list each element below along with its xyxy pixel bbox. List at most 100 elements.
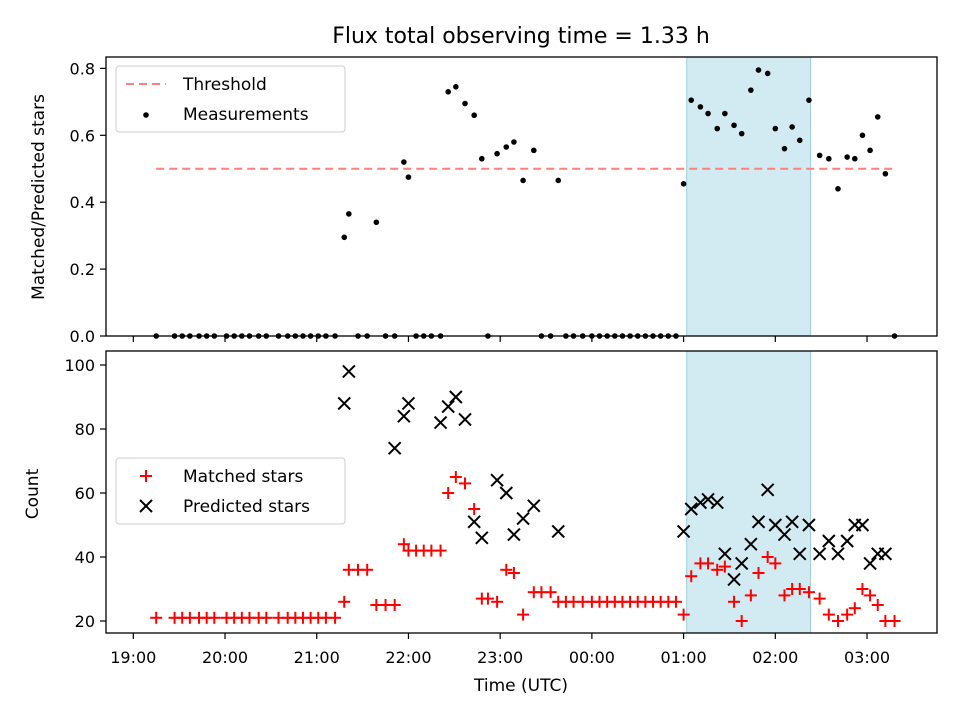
legend-matched-label: Matched stars <box>183 467 303 487</box>
measurement-point <box>462 100 468 107</box>
matched-star-point <box>388 599 401 611</box>
predicted-star-point <box>475 531 489 545</box>
matched-star-point <box>778 589 791 602</box>
matched-star-point <box>481 592 494 605</box>
predicted-star-point <box>802 518 816 532</box>
matched-star-point <box>449 471 462 483</box>
matched-star-point <box>338 595 351 608</box>
matched-star-point <box>544 586 557 599</box>
measurement-point <box>867 147 873 154</box>
measurement-point <box>738 130 745 137</box>
matched-star-point <box>769 557 782 570</box>
predicted-star-point <box>878 547 893 561</box>
measurement-point <box>731 122 737 129</box>
legend-matched-marker <box>140 470 152 482</box>
matched-star-point <box>468 503 481 515</box>
measurement-point <box>772 125 779 132</box>
bottom-y-tick-label: 20 <box>75 612 95 631</box>
bottom-y-tick-label: 60 <box>75 484 95 503</box>
measurement-point <box>445 89 451 95</box>
measurement-point <box>346 211 352 217</box>
figure-title: Flux total observing time = 1.33 h <box>332 24 710 49</box>
matched-star-point <box>434 544 447 557</box>
matched-star-point <box>793 583 806 595</box>
predicted-star-point <box>527 499 541 513</box>
x-axis-label: Time (UTC) <box>473 676 568 696</box>
bottom-legend: Matched stars Predicted stars <box>115 457 346 525</box>
bottom-y-tick-label: 80 <box>75 420 95 439</box>
matched-star-point <box>711 563 724 576</box>
matched-star-point <box>831 615 844 627</box>
top-panel-frame <box>105 56 938 337</box>
matched-star-point <box>397 538 410 551</box>
measurement-point <box>874 114 881 120</box>
measurement-point <box>555 177 562 184</box>
predicted-star-point <box>751 515 766 529</box>
highlight-span <box>686 350 811 634</box>
predicted-star-point <box>693 495 708 510</box>
x-tick-label: 02:00 <box>752 648 798 667</box>
bottom-y-tick-label: 100 <box>64 356 95 375</box>
x-tick-label: 22:00 <box>385 648 431 667</box>
bottom-legend-box <box>115 457 346 525</box>
measurement-point <box>826 155 832 162</box>
matched-star-point <box>856 583 869 595</box>
predicted-star-point <box>342 364 356 379</box>
measurement-point <box>714 125 721 132</box>
measurement-point <box>530 147 537 154</box>
x-tick-label: 23:00 <box>477 648 523 667</box>
measurement-point <box>503 144 510 150</box>
measurement-point <box>373 219 380 226</box>
predicted-star-point <box>551 524 565 539</box>
predicted-star-point <box>401 396 416 411</box>
matched-star-point <box>752 567 765 579</box>
predicted-star-point <box>785 515 799 529</box>
bottom-y-axis-label: Count <box>23 468 43 519</box>
predicted-star-point <box>744 537 758 551</box>
predicted-star-point <box>458 412 472 427</box>
measurement-point <box>705 110 711 117</box>
measurement-point <box>755 67 762 73</box>
predicted-star-point <box>831 547 845 561</box>
matched-star-point <box>813 592 826 605</box>
matched-star-point <box>718 560 731 573</box>
matched-star-point <box>802 586 815 599</box>
top-panel: 0.00.20.40.60.8 Matched/Predicted stars … <box>29 56 938 346</box>
measurement-point <box>511 139 517 145</box>
matched-star-point <box>329 611 342 624</box>
matched-star-point <box>871 599 884 611</box>
matched-star-point <box>150 611 163 624</box>
predicted-star-point <box>397 409 411 423</box>
matched-star-point <box>761 551 774 563</box>
matched-star-point <box>848 602 861 615</box>
matched-star-point <box>500 563 513 576</box>
measurement-point <box>844 154 850 160</box>
matched-star-point <box>260 611 273 624</box>
measurement-point <box>471 112 477 119</box>
matched-star-point <box>864 589 877 602</box>
measurement-point <box>680 181 687 187</box>
bottom-panel-frame <box>105 350 938 634</box>
top-y-tick-label: 0.4 <box>70 193 95 212</box>
predicted-star-point <box>467 515 481 529</box>
matched-star-point <box>822 608 835 621</box>
top-y-axis-label: Matched/Predicted stars <box>29 94 49 300</box>
matched-star-point <box>702 557 715 570</box>
legend-predicted-label: Predicted stars <box>183 497 310 517</box>
matched-star-point <box>507 567 520 579</box>
predicted-star-point <box>840 534 854 548</box>
x-tick-label: 21:00 <box>294 648 340 667</box>
measurement-point <box>520 177 526 184</box>
measurement-point <box>697 104 704 110</box>
x-tick-label: 20:00 <box>202 648 248 667</box>
top-legend-box <box>115 65 346 133</box>
measurement-point <box>816 152 823 159</box>
predicted-star-point <box>718 547 732 561</box>
predicted-star-point <box>507 527 521 542</box>
legend-measurements-marker <box>143 112 149 118</box>
measurement-point <box>851 155 858 162</box>
matched-star-point <box>491 595 504 608</box>
x-tick-label: 01:00 <box>661 648 707 667</box>
legend-threshold-label: Threshold <box>182 75 267 95</box>
